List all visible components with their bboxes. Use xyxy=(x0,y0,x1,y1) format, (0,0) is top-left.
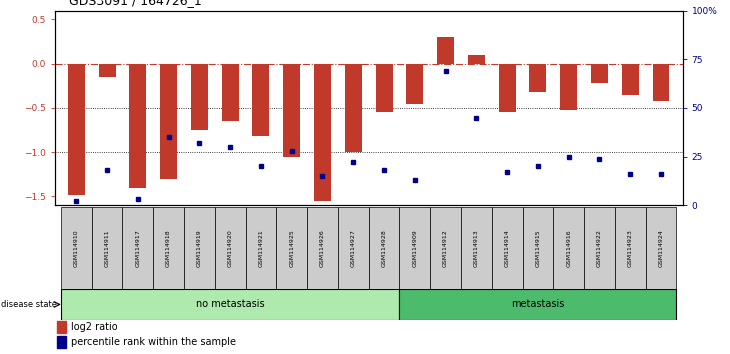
Bar xyxy=(591,64,608,83)
Text: GSM114928: GSM114928 xyxy=(382,229,387,267)
Text: GSM114924: GSM114924 xyxy=(658,229,664,267)
Bar xyxy=(184,207,215,289)
Bar xyxy=(653,64,669,101)
Bar xyxy=(529,64,546,92)
Bar xyxy=(615,207,645,289)
Bar xyxy=(407,64,423,104)
Text: no metastasis: no metastasis xyxy=(196,299,264,309)
Text: GSM114912: GSM114912 xyxy=(443,229,448,267)
Text: GSM114918: GSM114918 xyxy=(166,229,171,267)
Bar xyxy=(314,64,331,201)
Text: disease state: disease state xyxy=(1,300,57,309)
Bar xyxy=(399,289,677,320)
Text: GDS3091 / 164726_1: GDS3091 / 164726_1 xyxy=(69,0,202,7)
Text: GSM114913: GSM114913 xyxy=(474,229,479,267)
Bar xyxy=(375,64,393,113)
Bar xyxy=(430,207,461,289)
Text: GSM114925: GSM114925 xyxy=(289,229,294,267)
Bar xyxy=(61,289,399,320)
Text: GSM114923: GSM114923 xyxy=(628,229,633,267)
Bar xyxy=(123,207,153,289)
Bar xyxy=(553,207,584,289)
Text: GSM114927: GSM114927 xyxy=(350,229,356,267)
Bar xyxy=(68,64,85,195)
Text: GSM114919: GSM114919 xyxy=(197,229,202,267)
Bar xyxy=(215,207,245,289)
Bar xyxy=(345,64,362,152)
Bar xyxy=(57,336,66,348)
Text: GSM114921: GSM114921 xyxy=(258,229,264,267)
Bar xyxy=(245,207,277,289)
Bar xyxy=(61,207,92,289)
Bar xyxy=(57,321,66,333)
Text: GSM114922: GSM114922 xyxy=(597,229,602,267)
Text: GSM114915: GSM114915 xyxy=(535,229,540,267)
Bar xyxy=(645,207,677,289)
Bar xyxy=(129,64,146,188)
Bar xyxy=(338,207,369,289)
Bar xyxy=(92,207,123,289)
Bar xyxy=(191,64,208,130)
Bar xyxy=(277,207,307,289)
Text: GSM114911: GSM114911 xyxy=(104,229,109,267)
Bar xyxy=(492,207,523,289)
Bar xyxy=(307,207,338,289)
Bar xyxy=(99,64,115,77)
Bar xyxy=(560,64,577,110)
Bar xyxy=(468,55,485,64)
Text: GSM114926: GSM114926 xyxy=(320,229,325,267)
Bar xyxy=(584,207,615,289)
Text: GSM114909: GSM114909 xyxy=(412,229,418,267)
Text: GSM114910: GSM114910 xyxy=(74,229,79,267)
Bar xyxy=(461,207,492,289)
Text: GSM114917: GSM114917 xyxy=(135,229,140,267)
Text: percentile rank within the sample: percentile rank within the sample xyxy=(72,337,237,347)
Bar xyxy=(622,64,639,95)
Text: metastasis: metastasis xyxy=(511,299,564,309)
Bar xyxy=(523,207,553,289)
Bar xyxy=(222,64,239,121)
Bar xyxy=(399,207,430,289)
Bar xyxy=(369,207,399,289)
Text: GSM114914: GSM114914 xyxy=(504,229,510,267)
Bar xyxy=(160,64,177,179)
Text: log2 ratio: log2 ratio xyxy=(72,322,118,332)
Text: GSM114920: GSM114920 xyxy=(228,229,233,267)
Bar xyxy=(499,64,515,113)
Text: GSM114916: GSM114916 xyxy=(566,229,571,267)
Bar xyxy=(253,64,269,136)
Bar xyxy=(153,207,184,289)
Bar xyxy=(283,64,300,156)
Bar xyxy=(437,37,454,64)
